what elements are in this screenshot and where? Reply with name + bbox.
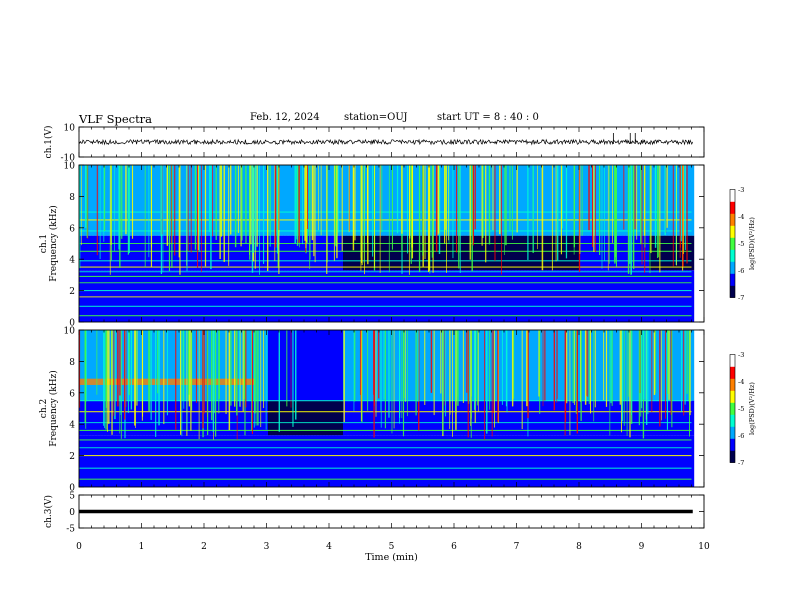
time-tick-label: 2: [201, 542, 207, 552]
figure-title: VLF Spectra: [79, 112, 153, 126]
ch1-spectrogram-heatmap: [79, 165, 695, 322]
ch2-spectrogram-colorbar-segment: [730, 426, 735, 439]
time-tick-label: 3: [264, 542, 270, 552]
time-tick-label: 6: [451, 542, 457, 552]
ch2-spectrogram-ytick-label: 0: [69, 484, 75, 494]
time-tick-label: 0: [76, 542, 82, 552]
time-tick-label: 10: [698, 542, 710, 552]
ch2-spectrogram-colorbar-segment: [730, 414, 735, 427]
ch2-spectrogram-colorbar-segment: [730, 402, 735, 415]
ch2-spectrogram-colorbar-segment: [730, 438, 735, 451]
time-tick-label: 8: [576, 542, 582, 552]
ch2-spectrogram-colorbar-tick: -4: [738, 378, 744, 386]
ch2-spectrogram-emission-band: [79, 378, 254, 385]
ch2-spectrogram-heatmap: [79, 330, 695, 487]
ch2-spectrogram-ytick-label: 8: [69, 358, 75, 368]
ch1-spectrogram-colorbar-segment: [730, 285, 735, 298]
ch3-waveform-ylabel: ch.3(V): [43, 495, 54, 528]
ch2-spectrogram-colorbar-frame: [729, 354, 736, 463]
ch2-spectrogram-colorbar-tick: -7: [738, 459, 744, 467]
time-tick-label: 4: [326, 542, 332, 552]
ch1-spectrogram-ytick-label: 4: [69, 256, 75, 266]
ch1-spectrogram-colorbar-frame: [729, 189, 736, 298]
ch1-spectrogram-colorbar-segment: [730, 189, 735, 202]
ch2-spectrogram-colorbar-segment: [730, 390, 735, 403]
date-label: Feb. 12, 2024: [250, 112, 320, 123]
ch3-waveform-ytick-label: -5: [66, 525, 75, 535]
ch1-spectrogram-ylabel: Frequency (kHz): [48, 205, 59, 282]
ch2-spectrogram-ylabel: Frequency (kHz): [48, 370, 59, 447]
ch2-spectrogram-colorbar-tick: -5: [738, 405, 744, 413]
time-tick-label: 1: [139, 542, 145, 552]
ch1-spectrogram-ytick-label: 6: [69, 224, 75, 234]
ch1-spectrogram-colorbar-tick: -4: [738, 213, 744, 221]
ch1-spectrogram-colorbar-segment: [730, 213, 735, 226]
ch1-spectrogram-ytick-label: 8: [69, 193, 75, 203]
ch1-waveform-ylabel: ch.1(V): [43, 126, 54, 159]
station-label: station=OUJ: [344, 112, 408, 123]
ch2-spectrogram-colorbar-segment: [730, 450, 735, 463]
ch1-spectrogram-ytick-label: 0: [69, 319, 75, 329]
ch1-waveform-ytick-label: -10: [61, 154, 76, 164]
ch2-spectrogram-colorbar-tick: -3: [738, 351, 744, 359]
time-tick-label: 5: [389, 542, 395, 552]
ch1-spectrogram-colorbar-segment: [730, 261, 735, 274]
time-axis-label: Time (min): [365, 552, 418, 563]
ch1-spectrogram-ytick-label: 10: [64, 162, 76, 172]
ch1-spectrogram-colorbar-tick: -3: [738, 186, 744, 194]
ch2-spectrogram-colorbar-segment: [730, 354, 735, 367]
ch2-spectrogram-panel-label: ch.2: [39, 399, 49, 418]
ch1-spectrogram-colorbar-segment: [730, 225, 735, 238]
ch2-spectrogram-colorbar-label: log(PSD)(V²/Hz): [748, 382, 756, 435]
time-tick-label: 9: [639, 542, 645, 552]
ch1-spectrogram-colorbar-label: log(PSD)(V²/Hz): [748, 217, 756, 270]
ch2-spectrogram-ytick-label: 6: [69, 389, 75, 399]
start-time-label: start UT = 8 : 40 : 0: [437, 112, 539, 123]
ch1-spectrogram-colorbar-tick: -7: [738, 294, 744, 302]
ch1-spectrogram-colorbar-tick: -6: [738, 267, 744, 275]
ch1-spectrogram-panel-label: ch.1: [39, 234, 49, 253]
ch1-waveform-ytick-label: 10: [64, 124, 76, 134]
ch3-waveform-ytick-label: 5: [69, 492, 75, 502]
ch1-spectrogram-colorbar-segment: [730, 273, 735, 286]
ch2-spectrogram-colorbar-segment: [730, 366, 735, 379]
ch2-spectrogram-ytick-label: 4: [69, 421, 75, 431]
ch1-waveform-line: [78, 138, 693, 146]
ch1-spectrogram-colorbar-tick: -5: [738, 240, 744, 248]
ch1-spectrogram-ytick-label: 2: [69, 287, 75, 297]
ch1-spectrogram-colorbar-segment: [730, 201, 735, 214]
time-tick-label: 7: [514, 542, 520, 552]
ch1-spectrogram-colorbar-segment: [730, 237, 735, 250]
ch3-waveform-ytick-label: 0: [69, 508, 75, 518]
ch2-spectrogram-colorbar-segment: [730, 378, 735, 391]
ch1-spectrogram-colorbar-segment: [730, 249, 735, 262]
ch2-spectrogram-ytick-label: 10: [64, 327, 76, 337]
ch2-spectrogram-ytick-label: 2: [69, 452, 75, 462]
ch2-spectrogram-colorbar-tick: -6: [738, 432, 744, 440]
